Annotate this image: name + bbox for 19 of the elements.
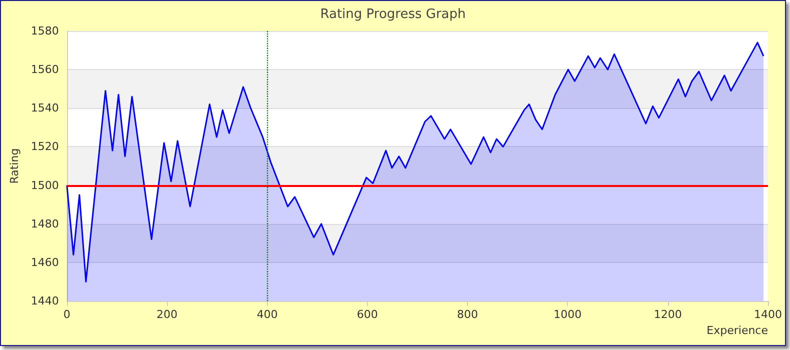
x-tick-label: 400 [256, 308, 278, 321]
y-tick-label: 1540 [30, 102, 59, 115]
x-tick-label: 200 [156, 308, 178, 321]
x-tick-label: 1400 [754, 308, 782, 321]
y-axis-title: Rating [8, 148, 21, 184]
x-tick-label: 0 [63, 308, 70, 321]
y-tick-label: 1520 [30, 140, 59, 154]
x-tick-label: 1000 [554, 308, 582, 321]
y-tick-label: 1560 [30, 63, 59, 76]
y-tick-label: 1460 [30, 256, 59, 269]
y-tick-label: 1580 [30, 24, 59, 38]
y-tick-label: 1480 [30, 217, 59, 230]
x-axis-title: Experience [706, 324, 768, 337]
y-tick-label: 1500 [30, 178, 59, 192]
x-tick-label: 1200 [654, 308, 682, 321]
x-tick-label: 600 [356, 308, 378, 321]
y-tick-label: 1440 [30, 294, 59, 308]
x-tick-label: 800 [457, 308, 478, 321]
chart-title: Rating Progress Graph [320, 7, 466, 22]
